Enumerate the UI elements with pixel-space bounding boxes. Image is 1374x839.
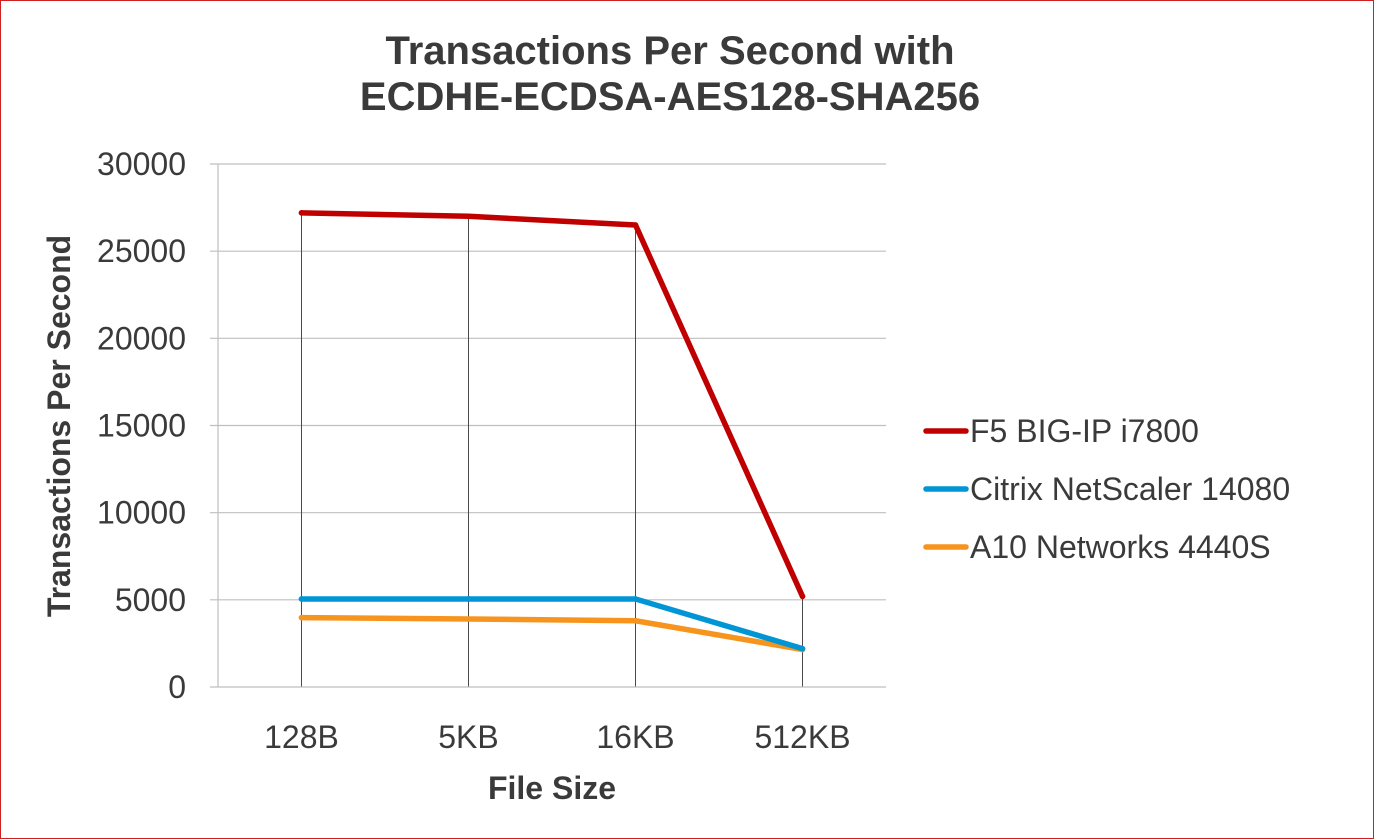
- series-line: [298, 210, 806, 600]
- data-point: [465, 596, 472, 602]
- y-tick-label: 0: [168, 669, 186, 705]
- series-lines: [298, 210, 806, 653]
- y-tick-label: 25000: [97, 233, 186, 269]
- legend-label: Citrix NetScaler 14080: [970, 471, 1290, 507]
- data-point: [298, 210, 305, 216]
- x-tick-label: 16KB: [596, 719, 674, 755]
- y-tick-labels: 0 5000 10000 15000 20000 25000 30000: [97, 146, 186, 705]
- data-point: [298, 614, 305, 621]
- x-tick-label: 512KB: [754, 719, 850, 755]
- y-tick-label: 15000: [97, 408, 186, 444]
- chart-title-line-1: Transactions Per Second with: [385, 29, 955, 73]
- x-tick-labels: 128B 5KB 16KB 512KB: [264, 719, 850, 755]
- data-point: [298, 596, 305, 602]
- data-point: [799, 593, 806, 600]
- legend-label: F5 BIG-IP i7800: [970, 413, 1199, 449]
- y-tick-label: 5000: [115, 582, 186, 618]
- legend-label: A10 Networks 4440S: [970, 529, 1271, 565]
- axes: [210, 164, 886, 688]
- chart-title: Transactions Per Second with ECDHE-ECDSA…: [290, 28, 1050, 120]
- x-tick-label: 128B: [264, 719, 339, 755]
- y-axis-title: Transactions Per Second: [41, 235, 77, 617]
- data-point: [465, 616, 472, 622]
- x-axis-title: File Size: [488, 770, 616, 806]
- y-tick-label: 30000: [97, 146, 186, 182]
- data-point: [632, 617, 639, 624]
- legend: F5 BIG-IP i7800 Citrix NetScaler 14080 A10…: [923, 413, 1290, 565]
- series-line: [298, 614, 806, 653]
- data-point: [465, 213, 472, 220]
- y-tick-label: 20000: [97, 320, 186, 356]
- chart-title-line-2: ECDHE-ECDSA-AES128-SHA256: [359, 75, 981, 119]
- drop-lines: [301, 212, 803, 687]
- y-tick-label: 10000: [97, 495, 186, 531]
- data-point: [799, 645, 806, 652]
- series-line: [298, 596, 806, 652]
- gridlines: [210, 163, 886, 601]
- data-point: [632, 222, 639, 228]
- data-point: [632, 596, 639, 602]
- x-tick-label: 5KB: [438, 719, 498, 755]
